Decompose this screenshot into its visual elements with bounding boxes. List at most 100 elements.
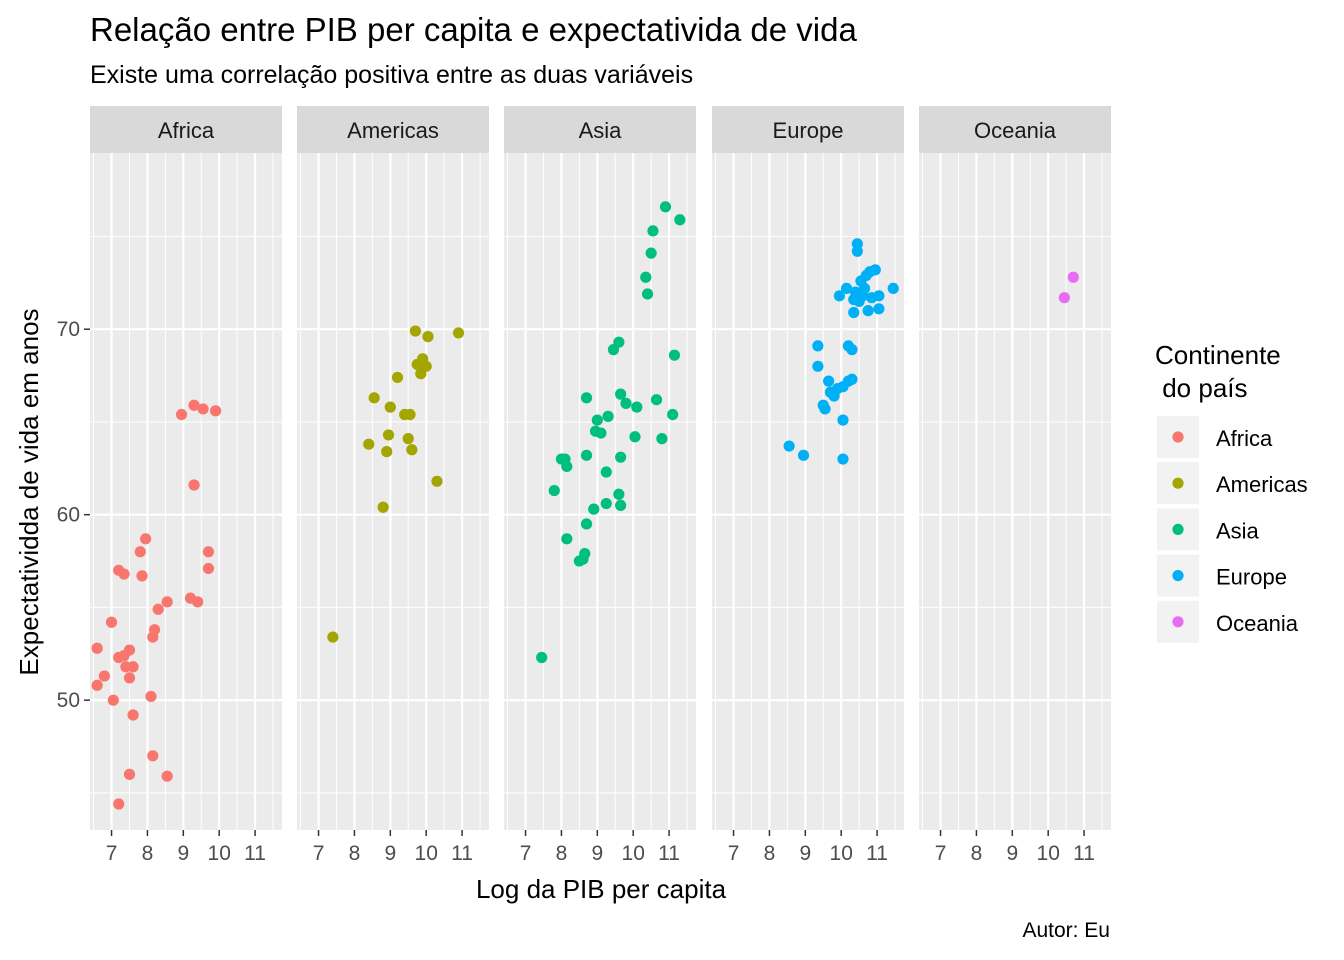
legend-key-marker bbox=[1172, 477, 1184, 489]
facet-strip-asia bbox=[504, 106, 696, 153]
y-tick-label: 60 bbox=[57, 504, 80, 527]
data-point-asia bbox=[615, 499, 627, 512]
data-point-asia bbox=[615, 388, 627, 400]
x-tick-label: 9 bbox=[591, 842, 603, 865]
data-point-americas bbox=[391, 371, 404, 384]
data-point-asia bbox=[668, 349, 681, 361]
legend-item-europe: Europe bbox=[1157, 554, 1287, 597]
data-point-asia bbox=[631, 401, 643, 413]
data-point-europe bbox=[840, 282, 853, 294]
data-point-africa bbox=[175, 408, 188, 421]
x-tick-label: 11 bbox=[866, 842, 888, 865]
legend-title-line2: do país bbox=[1155, 373, 1248, 403]
data-point-africa bbox=[123, 644, 136, 656]
y-axis-title: Expectatividda de vida em anos bbox=[14, 308, 44, 675]
data-point-europe bbox=[869, 264, 881, 276]
data-point-asia bbox=[647, 225, 659, 237]
data-point-africa bbox=[91, 642, 103, 654]
data-point-africa bbox=[123, 672, 136, 684]
x-tick-label: 11 bbox=[1073, 842, 1095, 865]
x-tick-label: 7 bbox=[106, 842, 118, 865]
data-point-asia bbox=[580, 392, 593, 404]
x-tick-label: 9 bbox=[1006, 842, 1018, 865]
panel-background-africa bbox=[90, 153, 282, 830]
chart-title: Relação entre PIB per capita e expectati… bbox=[90, 11, 857, 48]
legend: Continente do país Africa Americas Asia Eur… bbox=[1155, 340, 1308, 643]
facet-strip-africa bbox=[90, 106, 282, 153]
x-tick-label: 11 bbox=[658, 842, 680, 865]
x-tick-label: 10 bbox=[830, 842, 853, 865]
data-point-africa bbox=[148, 624, 161, 636]
x-tick-label: 10 bbox=[415, 842, 438, 865]
data-point-africa bbox=[161, 596, 173, 608]
facet-strip-label-asia: Asia bbox=[579, 118, 623, 143]
data-point-africa bbox=[123, 768, 136, 780]
chart-subtitle: Existe uma correlação positiva entre as … bbox=[90, 61, 693, 89]
data-point-americas bbox=[422, 331, 434, 343]
x-axis-title: Log da PIB per capita bbox=[476, 874, 727, 904]
data-point-americas bbox=[327, 631, 339, 643]
x-tick-label: 8 bbox=[556, 842, 568, 865]
legend-label: Africa bbox=[1216, 426, 1273, 451]
data-point-asia bbox=[588, 503, 600, 515]
facet-panel-oceania: Oceania 7 8 9 10 11 bbox=[919, 106, 1111, 865]
x-tick-label: 8 bbox=[142, 842, 154, 865]
data-point-oceania bbox=[1067, 271, 1079, 283]
data-point-asia bbox=[579, 548, 591, 560]
facet-strip-americas bbox=[297, 106, 489, 153]
data-point-asia bbox=[613, 488, 625, 500]
legend-label: Americas bbox=[1216, 472, 1308, 497]
data-point-americas bbox=[404, 408, 416, 421]
panel-background-asia bbox=[504, 153, 696, 830]
x-tick-label: 10 bbox=[1037, 842, 1060, 865]
data-point-africa bbox=[136, 570, 148, 582]
data-point-europe bbox=[848, 306, 860, 319]
data-point-africa bbox=[105, 616, 118, 628]
data-point-americas bbox=[431, 475, 443, 487]
data-point-africa bbox=[107, 694, 119, 706]
legend-item-oceania: Oceania bbox=[1157, 600, 1299, 643]
data-point-africa bbox=[197, 403, 209, 415]
data-point-africa bbox=[113, 798, 125, 810]
data-point-europe bbox=[862, 305, 874, 317]
facet-panel-americas: Americas 7 8 9 10 11 bbox=[297, 106, 489, 865]
data-point-asia bbox=[613, 336, 625, 348]
data-point-asia bbox=[561, 533, 573, 545]
data-point-americas bbox=[384, 401, 396, 413]
x-tick-label: 7 bbox=[728, 842, 740, 865]
data-point-americas bbox=[377, 501, 389, 513]
data-point-asia bbox=[656, 433, 668, 445]
data-point-africa bbox=[210, 405, 222, 417]
legend-key-marker bbox=[1172, 431, 1184, 443]
x-tick-label: 8 bbox=[349, 842, 361, 865]
facet-strip-label-europe: Europe bbox=[773, 118, 844, 143]
x-tick-label: 10 bbox=[622, 842, 645, 865]
panel-background-oceania bbox=[919, 153, 1111, 830]
x-tick-label: 10 bbox=[208, 842, 231, 865]
facet-panel-europe: Europe 7 8 9 10 11 bbox=[712, 106, 904, 865]
data-point-americas bbox=[409, 325, 422, 337]
data-point-africa bbox=[134, 546, 146, 558]
x-tick-label: 11 bbox=[451, 842, 473, 865]
data-point-asia bbox=[645, 247, 657, 259]
data-point-africa bbox=[192, 596, 204, 608]
legend-title-line1: Continente bbox=[1155, 340, 1281, 370]
legend-label: Europe bbox=[1216, 565, 1287, 590]
legend-item-americas: Americas bbox=[1157, 462, 1308, 505]
facet-strip-label-americas: Americas bbox=[347, 118, 439, 143]
data-point-asia bbox=[595, 427, 607, 439]
y-tick-label: 50 bbox=[57, 689, 80, 712]
data-point-americas bbox=[381, 446, 393, 458]
data-point-europe bbox=[846, 373, 858, 385]
x-tick-label: 7 bbox=[313, 842, 325, 865]
x-tick-label: 8 bbox=[764, 842, 776, 865]
data-point-europe bbox=[873, 290, 885, 302]
data-point-africa bbox=[140, 533, 152, 545]
data-point-europe bbox=[851, 245, 863, 257]
data-point-africa bbox=[127, 709, 139, 721]
data-point-asia bbox=[620, 397, 632, 409]
x-tick-label: 9 bbox=[177, 842, 189, 865]
data-point-oceania bbox=[1058, 292, 1070, 304]
